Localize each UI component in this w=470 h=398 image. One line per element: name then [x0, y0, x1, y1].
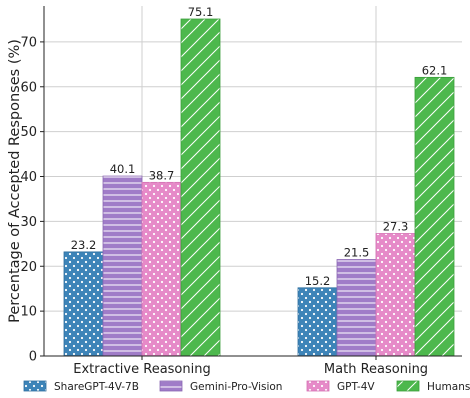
value-labels: 23.2 15.2 40.1 21.5 38.7 27.3 75.1 62.1 — [71, 5, 448, 288]
bar-sharegpt-4v-7b — [63, 251, 104, 357]
bar-value-label: 62.1 — [422, 63, 448, 77]
x-tick-label: Extractive Reasoning — [73, 362, 210, 377]
bar-value-label: 40.1 — [110, 162, 136, 176]
y-tick-label: 0 — [29, 350, 37, 365]
y-tick-label: 50 — [20, 125, 37, 140]
bar-gemini-pro-vision — [102, 175, 143, 357]
legend-swatch — [306, 380, 330, 392]
y-tick-label: 70 — [20, 35, 37, 50]
bar-gpt-4v — [375, 233, 416, 357]
y-tick-label: 60 — [20, 80, 37, 95]
bar-value-label: 23.2 — [71, 238, 97, 252]
bar-sharegpt-4v-7b — [297, 287, 338, 357]
bars — [63, 18, 455, 357]
bar-value-label: 38.7 — [149, 168, 175, 182]
bar-gemini-pro-vision — [336, 259, 377, 357]
legend-label: Gemini-Pro-Vision — [190, 381, 282, 393]
legend-swatch — [159, 380, 183, 392]
bar-humans — [180, 18, 221, 357]
bar-value-label: 21.5 — [344, 246, 370, 260]
bar-value-label: 27.3 — [383, 220, 409, 234]
legend: ShareGPT-4V-7B Gemini-Pro-Vision GPT-4V Hum… — [23, 380, 470, 393]
y-tick-label: 20 — [20, 260, 37, 275]
x-tick-label: Math Reasoning — [324, 362, 428, 377]
bar-value-label: 75.1 — [188, 5, 214, 19]
legend-label: GPT-4V — [337, 381, 375, 393]
legend-swatch — [23, 380, 47, 392]
y-tick-label: 30 — [20, 215, 37, 230]
y-tick-label: 10 — [20, 305, 37, 320]
bar-value-label: 15.2 — [305, 274, 331, 288]
legend-label: ShareGPT-4V-7B — [54, 381, 139, 393]
y-axis-title: Percentage of Accepted Responses (%) — [7, 39, 23, 323]
bar-humans — [414, 76, 455, 357]
axes: 0 10 20 30 40 50 60 70 Extractive Reasoning Math … — [7, 6, 462, 377]
bar-gpt-4v — [141, 181, 182, 357]
legend-label: Humans — [427, 381, 470, 393]
legend-swatch — [396, 380, 420, 392]
y-tick-label: 40 — [20, 170, 37, 185]
